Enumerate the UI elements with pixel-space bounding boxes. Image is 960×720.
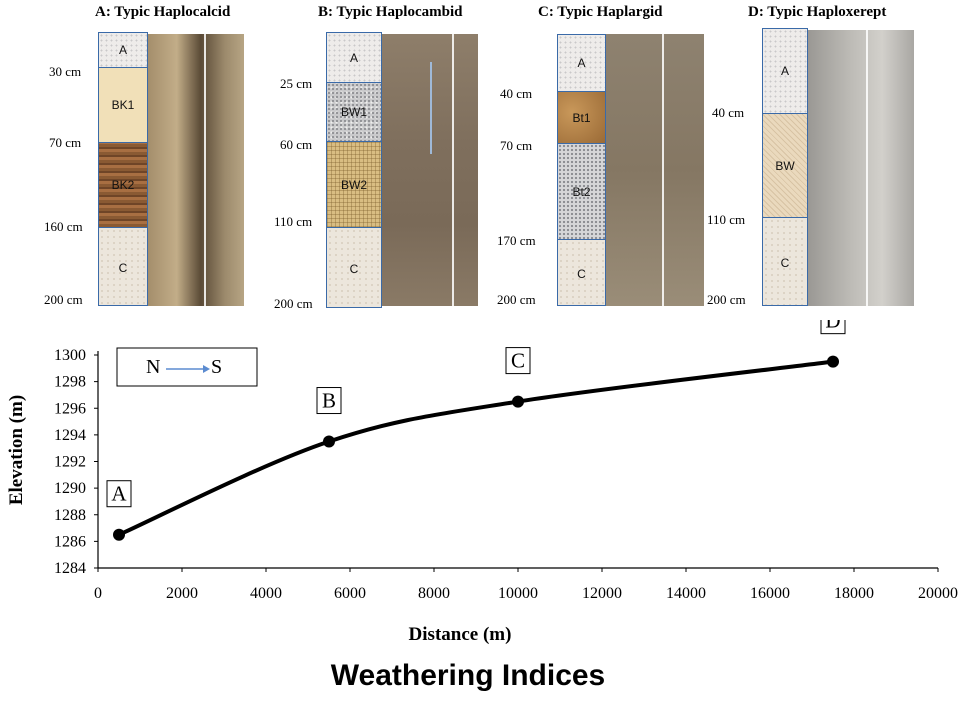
soil-photo xyxy=(808,30,914,306)
x-tick-label: 6000 xyxy=(334,585,366,602)
horizon-bw2: BW2 xyxy=(327,141,381,227)
horizon-bk2: BK2 xyxy=(99,142,147,227)
chart-axes: 0 2000 4000 6000 8000 10000 12000 14000 16000 180… xyxy=(54,347,958,602)
depth-label: 160 cm xyxy=(44,219,83,234)
x-tick-label: 0 xyxy=(94,585,102,602)
site-point xyxy=(512,395,524,408)
measuring-tape xyxy=(662,34,664,306)
legend-frame xyxy=(116,347,258,387)
depth-label: 200 cm xyxy=(44,292,83,307)
profile-a-title: A: Typic Haplocalcid xyxy=(95,4,231,20)
depth-label: 170 cm xyxy=(497,233,536,248)
y-tick-label: 1286 xyxy=(54,533,86,550)
arrow-head-icon xyxy=(203,365,210,373)
depth-label: 40 cm xyxy=(500,86,533,101)
site-label: A xyxy=(111,482,127,506)
horizon-c: C xyxy=(327,227,381,307)
footer-title: Weathering Indices xyxy=(330,659,606,692)
profile-b-title: B: Typic Haplocambid xyxy=(318,4,463,20)
depth-label: 40 cm xyxy=(712,105,745,120)
depth-label: 60 cm xyxy=(280,137,313,152)
horizon-bt1: Bt1 xyxy=(558,91,605,143)
depth-label: 110 cm xyxy=(274,214,313,229)
legend-from: N xyxy=(146,356,160,378)
y-tick-label: 1288 xyxy=(54,507,86,524)
site-label-box xyxy=(316,387,342,415)
site-label-box xyxy=(505,347,531,375)
depth-label: 200 cm xyxy=(497,292,536,307)
measuring-tape xyxy=(204,34,206,306)
soil-photo xyxy=(606,34,704,306)
legend-box: N S xyxy=(116,347,258,387)
measuring-tape xyxy=(866,30,868,306)
elevation-chart: N S 0 2000 4000 6000 8000 10000 12000 14000 1600… xyxy=(6,320,958,645)
y-tick-label: 1296 xyxy=(54,400,86,417)
y-tick-label: 1300 xyxy=(54,347,86,364)
horizon-c: C xyxy=(99,227,147,305)
chart-marks: A B C D xyxy=(106,320,846,541)
measuring-tape xyxy=(452,34,454,306)
horizon-column: A BW1 BW2 C xyxy=(326,32,382,308)
profile-c-title: C: Typic Haplargid xyxy=(538,4,663,20)
horizon-column: A BK1 BK2 C xyxy=(98,32,148,306)
x-tick-label: 10000 xyxy=(498,585,538,602)
site-point xyxy=(323,435,335,448)
horizon-bw: BW xyxy=(763,113,807,217)
y-tick-label: 1292 xyxy=(54,454,86,471)
horizon-a: A xyxy=(763,29,807,113)
soil-photo xyxy=(382,34,478,306)
depth-label: 110 cm xyxy=(707,212,746,227)
site-point xyxy=(827,355,839,368)
depth-label: 70 cm xyxy=(500,138,533,153)
x-tick-label: 4000 xyxy=(250,585,282,602)
site-label-box xyxy=(820,320,846,335)
x-axis-label: Distance (m) xyxy=(409,624,512,645)
y-tick-label: 1294 xyxy=(54,427,86,444)
y-tick-label: 1298 xyxy=(54,374,86,391)
x-tick-label: 20000 xyxy=(918,585,958,602)
horizon-a: A xyxy=(327,33,381,82)
depth-label: 200 cm xyxy=(274,296,313,311)
x-tick-label: 14000 xyxy=(666,585,706,602)
site-point xyxy=(113,528,125,541)
site-label: C xyxy=(511,349,525,373)
horizon-column: A BW C xyxy=(762,28,808,306)
depth-label: 200 cm xyxy=(707,292,746,307)
horizon-bk1: BK1 xyxy=(99,67,147,142)
depth-label: 30 cm xyxy=(49,64,82,79)
x-tick-label: 8000 xyxy=(418,585,450,602)
x-tick-label: 18000 xyxy=(834,585,874,602)
y-tick-label: 1284 xyxy=(54,560,86,577)
site-label: D xyxy=(825,320,840,333)
horizon-c: C xyxy=(558,239,605,305)
elevation-line xyxy=(118,359,834,537)
horizon-c: C xyxy=(763,217,807,305)
horizon-a: A xyxy=(558,35,605,91)
site-label: B xyxy=(322,389,336,413)
site-label-box xyxy=(106,480,132,508)
horizon-bw1: BW1 xyxy=(327,82,381,141)
horizon-column: A Bt1 Bt2 C xyxy=(557,34,606,306)
x-tick-label: 2000 xyxy=(166,585,198,602)
y-tick-label: 1290 xyxy=(54,480,86,497)
horizon-bt2: Bt2 xyxy=(558,143,605,239)
x-tick-label: 16000 xyxy=(750,585,790,602)
depth-label: 70 cm xyxy=(49,135,82,150)
depth-label: 25 cm xyxy=(280,76,313,91)
horizon-a: A xyxy=(99,33,147,67)
x-tick-label: 12000 xyxy=(582,585,622,602)
soil-photo xyxy=(148,34,244,306)
profile-d-title: D: Typic Haploxerept xyxy=(748,4,887,20)
y-axis-label: Elevation (m) xyxy=(6,395,27,505)
measuring-rod xyxy=(430,62,432,154)
legend-to: S xyxy=(211,356,222,378)
